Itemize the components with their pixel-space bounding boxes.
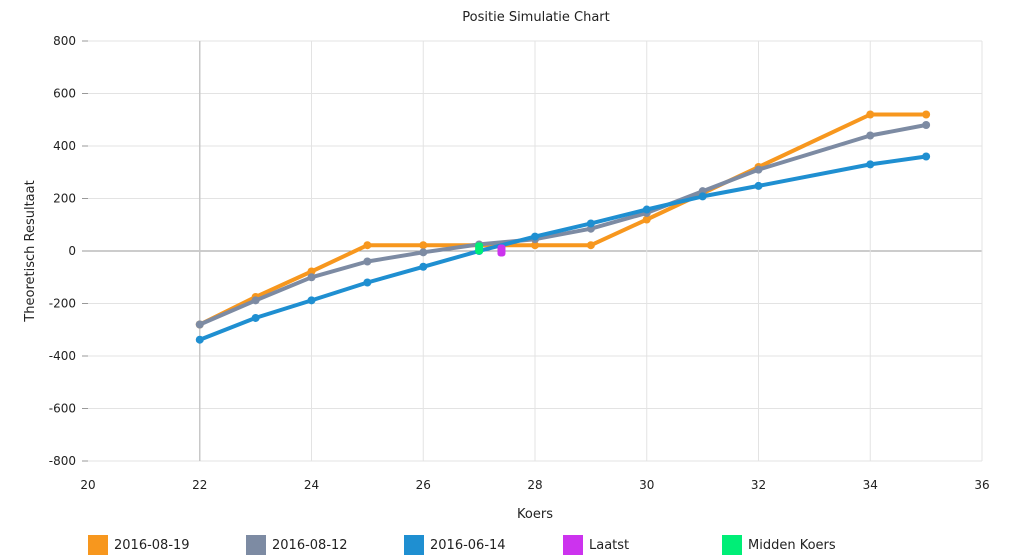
data-point[interactable]: [698, 192, 707, 201]
legend-label: 2016-08-12: [272, 537, 348, 553]
y-axis-title: Theoretisch Resultaat: [23, 180, 38, 322]
data-point[interactable]: [251, 296, 260, 305]
legend-item[interactable]: Midden Koers: [722, 533, 836, 557]
legend-swatch: [563, 535, 583, 555]
x-axis-title: Koers: [517, 507, 553, 522]
y-tick-label: 800: [53, 34, 76, 48]
data-point[interactable]: [363, 257, 372, 266]
legend: 2016-08-19 2016-08-12 2016-06-14 Laatst Midd…: [0, 533, 1016, 557]
legend-label: Laatst: [589, 537, 630, 553]
legend-swatch: [404, 535, 424, 555]
grid: [88, 40, 983, 462]
x-axis-ticks: 20 22 24 26 28 30 32 34 36: [80, 478, 989, 492]
data-point[interactable]: [866, 131, 875, 140]
legend-swatch: [88, 535, 108, 555]
legend-item[interactable]: 2016-06-14: [404, 533, 506, 557]
x-tick-label: 34: [863, 478, 878, 492]
marker-point[interactable]: [497, 244, 506, 257]
marker-point[interactable]: [475, 242, 484, 255]
data-point[interactable]: [642, 205, 651, 214]
data-point[interactable]: [307, 296, 316, 305]
data-point[interactable]: [922, 152, 931, 161]
y-tick-label: -800: [49, 454, 76, 468]
y-axis-ticks: -800 -600 -400 -200 0 200 400 600 800: [49, 34, 88, 468]
x-tick-label: 22: [192, 478, 207, 492]
data-point[interactable]: [195, 320, 204, 329]
data-point[interactable]: [363, 241, 372, 250]
data-point[interactable]: [251, 313, 260, 322]
y-tick-label: 400: [53, 139, 76, 153]
series-2016-08-19: [195, 110, 931, 329]
y-tick-label: 200: [53, 192, 76, 206]
series-2016-08-12: [195, 121, 931, 329]
legend-label: 2016-08-19: [114, 537, 190, 553]
data-point[interactable]: [586, 241, 595, 250]
data-point[interactable]: [586, 219, 595, 228]
y-tick-label: 600: [53, 87, 76, 101]
x-tick-label: 24: [304, 478, 319, 492]
x-tick-label: 36: [974, 478, 989, 492]
series-layer: [195, 110, 931, 344]
data-point[interactable]: [419, 262, 428, 271]
x-tick-label: 26: [416, 478, 431, 492]
y-tick-label: 0: [68, 244, 76, 258]
y-tick-label: -200: [49, 297, 76, 311]
chart: Positie Simulatie Chart 20 22 24 26 28 30 32 34…: [23, 10, 990, 522]
y-tick-label: -600: [49, 402, 76, 416]
data-point[interactable]: [531, 232, 539, 241]
series-line: [197, 123, 929, 327]
legend-item[interactable]: 2016-08-12: [246, 533, 348, 557]
data-point[interactable]: [363, 278, 372, 287]
series-midden-koers: [475, 242, 484, 255]
x-tick-label: 32: [751, 478, 766, 492]
x-tick-label: 20: [80, 478, 95, 492]
data-point[interactable]: [922, 121, 931, 129]
data-point[interactable]: [754, 181, 763, 190]
data-point[interactable]: [307, 273, 316, 282]
data-point[interactable]: [642, 215, 651, 224]
data-point[interactable]: [866, 160, 875, 169]
series-line: [197, 154, 929, 342]
data-point[interactable]: [531, 241, 539, 250]
data-point[interactable]: [866, 110, 875, 119]
series-2016-06-14: [195, 152, 931, 344]
data-point[interactable]: [307, 267, 316, 276]
data-point[interactable]: [419, 241, 428, 250]
y-tick-label: -400: [49, 349, 76, 363]
series-laatst: [497, 244, 506, 257]
data-point[interactable]: [195, 335, 204, 344]
data-point[interactable]: [419, 248, 428, 257]
legend-item[interactable]: Laatst: [563, 533, 629, 557]
legend-swatch: [246, 535, 266, 555]
legend-label: Midden Koers: [748, 537, 836, 553]
x-tick-label: 30: [639, 478, 654, 492]
legend-label: 2016-06-14: [430, 537, 506, 553]
legend-swatch: [722, 535, 742, 555]
chart-title: Positie Simulatie Chart: [462, 10, 609, 25]
legend-item[interactable]: 2016-08-19: [88, 533, 190, 557]
data-point[interactable]: [922, 110, 931, 119]
x-tick-label: 28: [527, 478, 542, 492]
data-point[interactable]: [754, 165, 763, 174]
